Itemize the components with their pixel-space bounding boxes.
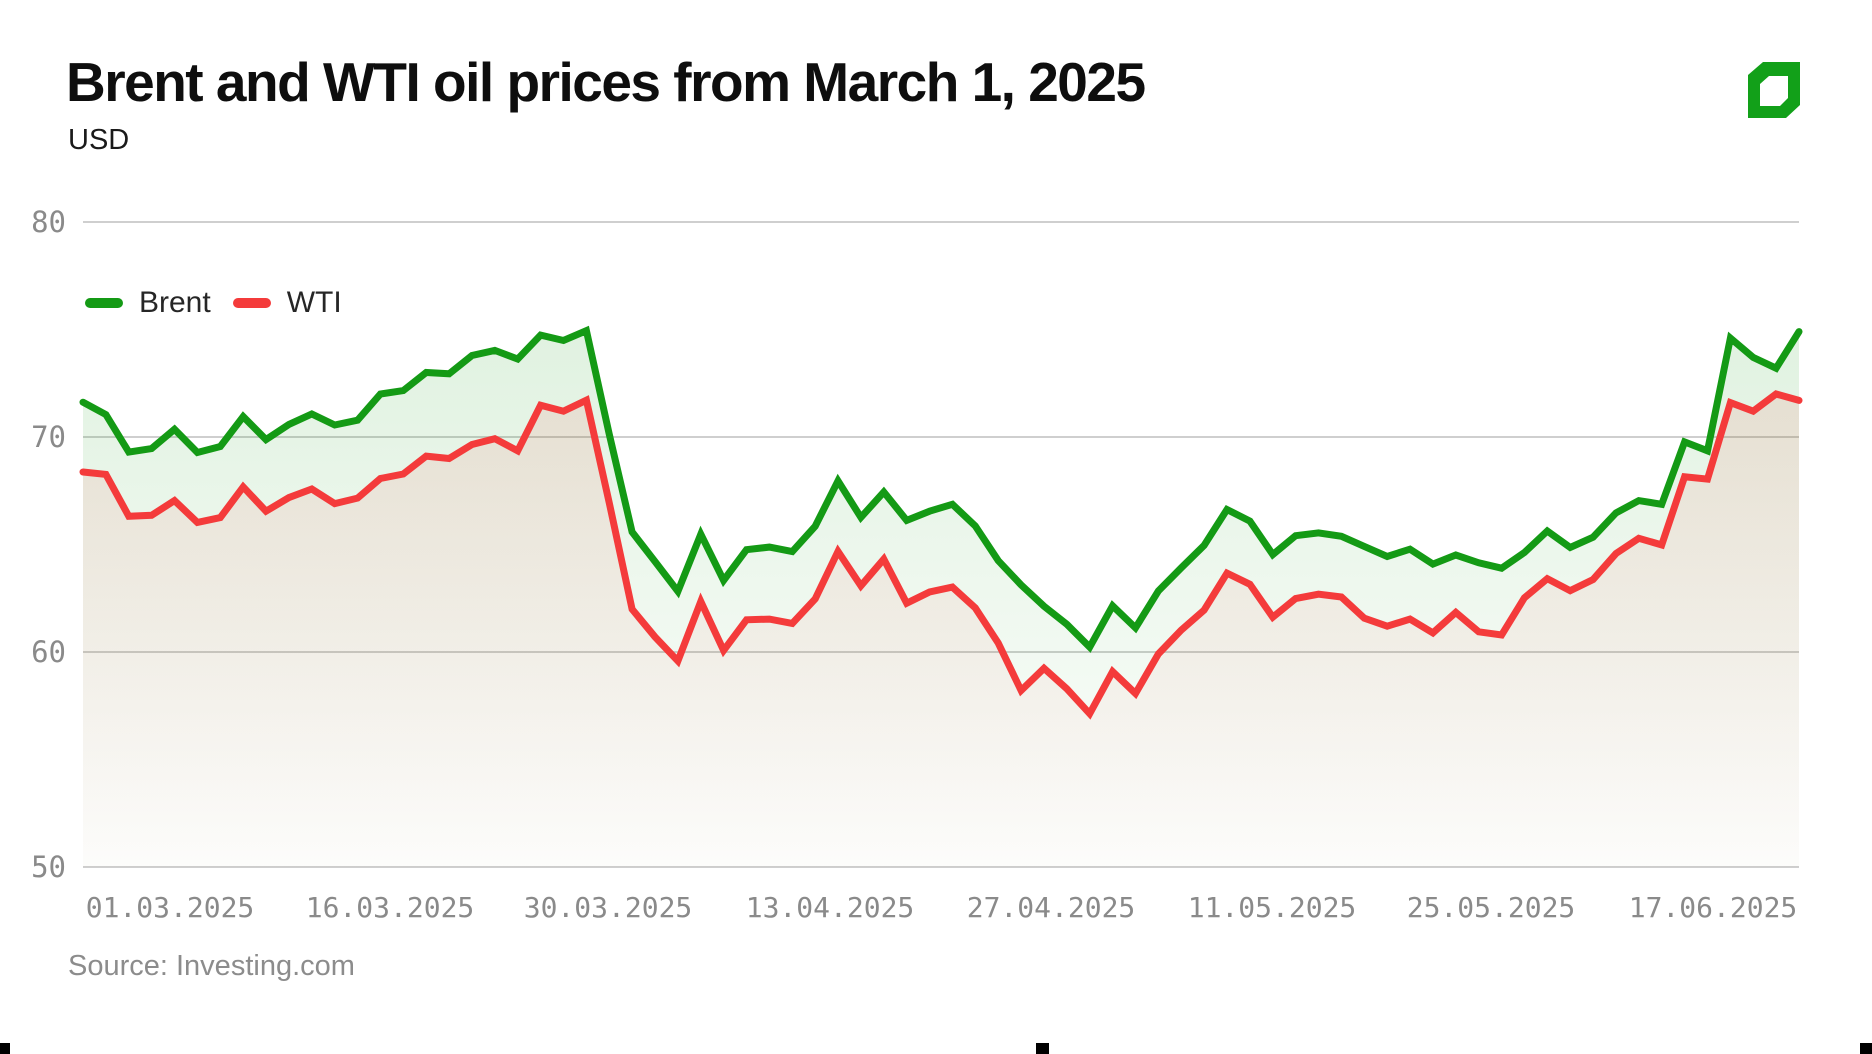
- brent-line-swatch-icon: [85, 298, 123, 308]
- legend-item-brent[interactable]: Brent: [85, 286, 211, 320]
- y-tick-70: 70: [31, 420, 66, 454]
- y-axis-unit-label: USD: [68, 124, 130, 156]
- x-tick-4: 27.04.2025: [966, 891, 1136, 924]
- legend-label-brent: Brent: [139, 286, 211, 319]
- area-fills: [83, 330, 1799, 868]
- legend-label-wti: WTI: [286, 286, 342, 319]
- x-tick-5: 11.05.2025: [1187, 891, 1357, 924]
- y-tick-80: 80: [31, 205, 66, 239]
- x-tick-1: 16.03.2025: [305, 891, 475, 924]
- legend-item-wti[interactable]: WTI: [232, 286, 342, 320]
- footer-mark-left: [0, 1043, 10, 1054]
- footer-mark-middle: [1036, 1043, 1049, 1054]
- x-tick-0: 01.03.2025: [85, 891, 255, 924]
- source-note: Source: Investing.com: [68, 950, 355, 982]
- y-tick-60: 60: [31, 635, 66, 669]
- x-tick-6: 25.05.2025: [1406, 891, 1576, 924]
- x-tick-7: 17.06.2025: [1628, 891, 1798, 924]
- legend: Brent WTI: [85, 286, 342, 320]
- page-title: Brent and WTI oil prices from March 1, 2…: [66, 51, 1146, 113]
- series-lines: [79, 325, 1803, 720]
- brand-logo-icon: [1748, 62, 1800, 118]
- wti-line-swatch-icon: [232, 298, 271, 308]
- x-tick-3: 13.04.2025: [745, 891, 915, 924]
- footer-mark-right: [1860, 1043, 1872, 1054]
- x-tick-2: 30.03.2025: [523, 891, 693, 924]
- y-tick-50: 50: [31, 850, 66, 884]
